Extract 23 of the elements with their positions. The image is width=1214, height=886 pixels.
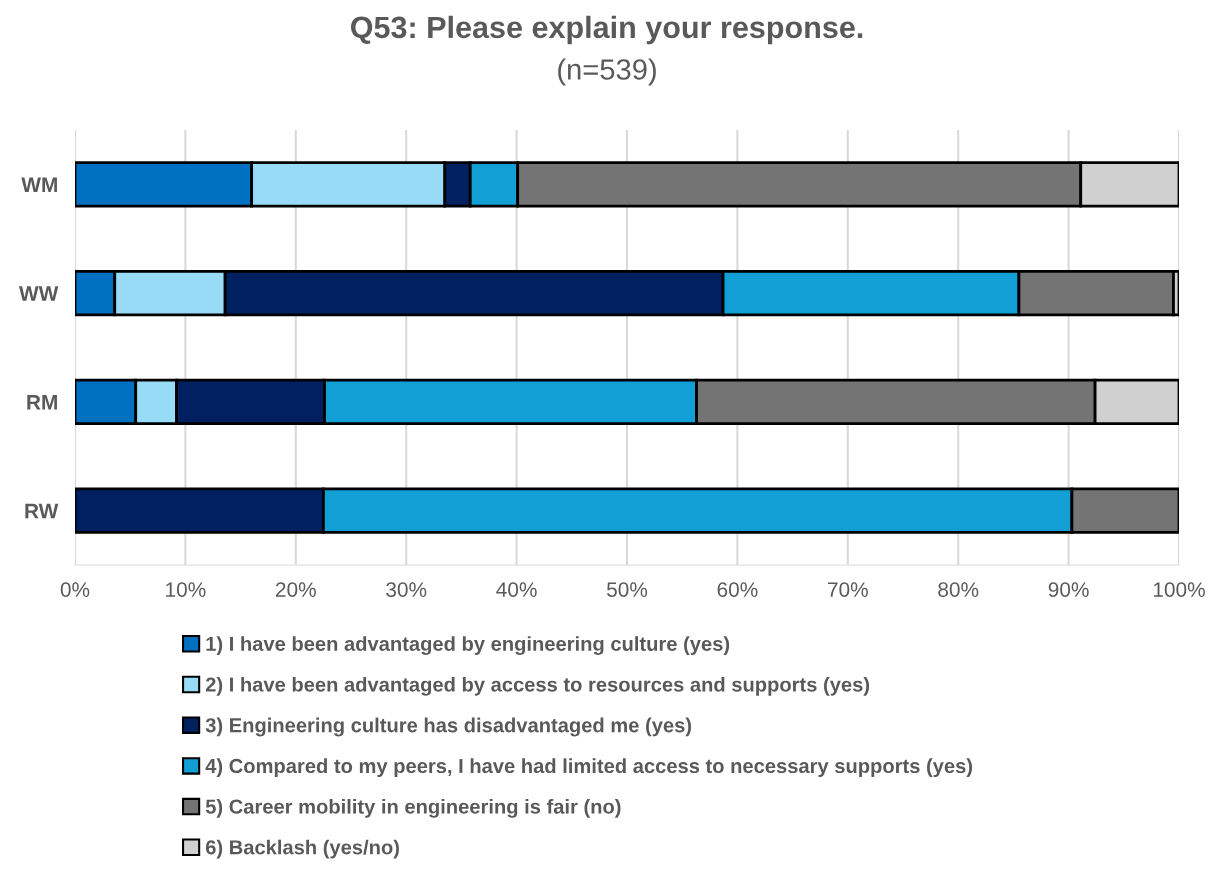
x-tick-label: 0% [60,582,90,597]
x-tick-label: 40% [496,582,537,597]
y-tick-label: RW [25,503,59,519]
x-tick-label: 70% [828,582,868,597]
legend-label: 5) Career mobility in engineering is fair (no) [205,798,621,818]
x-tick-label: 30% [386,582,427,597]
legend-label: 2) I have been advantaged by access to resources and supports (yes) [205,676,870,696]
x-tick-label: 50% [606,582,648,597]
y-tick-label: WM [21,177,57,192]
legend-label: 3) Engineering culture has disadvantaged me (yes) [205,717,692,737]
x-tick-label: 90% [1048,582,1089,597]
y-tick-label: RM [27,395,57,410]
x-tick-label: 10% [166,582,206,597]
chart-title: Q53: Please explain your response. [350,15,863,45]
legend-label: 4) Compared to my peers, I have had limited access to necessary supports (yes) [205,758,973,778]
legend-label: 6) Backlash (yes/no) [205,839,399,859]
x-tick-label: 60% [717,582,758,597]
x-tick-label: 80% [938,582,979,597]
legend-label: 1) I have been advantaged by engineering culture (yes) [206,636,730,656]
chart-subtitle: (n=539) [558,58,656,86]
y-tick-label: WW [19,286,59,301]
x-tick-label: 20% [276,582,316,597]
x-tick-label: 100% [1153,582,1205,597]
